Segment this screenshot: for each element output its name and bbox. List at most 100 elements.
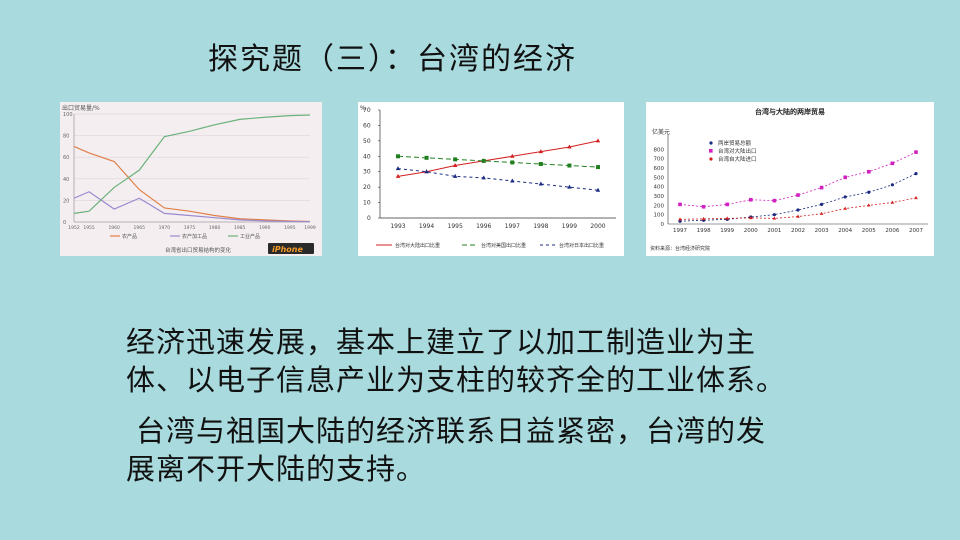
x-tick-label: 1997 <box>505 223 520 230</box>
data-point <box>538 181 544 186</box>
x-tick-label: 1990 <box>259 225 271 231</box>
data-point <box>452 163 458 168</box>
paragraph-economy-development: 经济迅速发展，基本上建立了以加工制造业为主 体、以电子信息产业为支柱的较齐全的工… <box>126 323 946 399</box>
data-point <box>772 213 776 217</box>
y-tick-label: 700 <box>654 157 665 163</box>
data-point <box>820 202 824 206</box>
paragraph-line: 经济迅速发展，基本上建立了以加工制造业为主 <box>126 325 757 359</box>
x-tick-label: 1952 <box>68 225 80 231</box>
x-tick-label: 1999 <box>720 228 734 234</box>
legend-label: 工业产品 <box>240 233 260 240</box>
series-line-2 <box>73 191 311 223</box>
data-point <box>867 190 871 194</box>
x-tick-label: 1995 <box>284 225 296 231</box>
y-tick-label: 60 <box>363 122 371 129</box>
data-point <box>890 161 895 166</box>
data-point <box>701 216 706 221</box>
y-axis-label: % <box>360 105 366 112</box>
data-point <box>424 169 429 174</box>
y-tick-label: 20 <box>63 198 69 204</box>
x-tick-label: 1970 <box>159 225 171 231</box>
legend-label: 台湾对日本出口比重 <box>559 242 604 249</box>
x-tick-label: 2002 <box>791 228 805 234</box>
y-tick-label: 0 <box>661 222 665 228</box>
y-tick-label: 100 <box>63 112 73 118</box>
y-tick-label: 60 <box>63 155 69 161</box>
x-tick-label: 1999 <box>304 225 316 231</box>
logo-badge <box>268 243 314 254</box>
data-point <box>396 154 400 159</box>
y-tick-label: 40 <box>363 153 371 160</box>
data-point <box>796 214 800 218</box>
chart-title: 台湾与大陆的两岸贸易 <box>755 107 825 116</box>
x-tick-label: 1995 <box>448 223 463 230</box>
x-tick-label: 1998 <box>697 228 711 234</box>
paragraph-line: 体、以电子信息产业为支柱的较齐全的工业体系。 <box>126 363 787 397</box>
logo-text: iPhone <box>272 245 303 254</box>
data-point <box>596 165 600 170</box>
data-point <box>510 160 515 165</box>
y-tick-label: 600 <box>654 166 665 172</box>
series-line-3 <box>679 197 917 220</box>
x-tick-label: 2001 <box>767 228 781 234</box>
x-tick-label: 1955 <box>83 225 95 231</box>
x-tick-label: 2003 <box>815 228 829 234</box>
x-tick-label: 2006 <box>885 228 899 234</box>
series-line-1 <box>397 140 599 177</box>
data-point <box>796 208 800 212</box>
y-tick-label: 400 <box>654 185 665 191</box>
data-point <box>395 166 401 171</box>
legend-label: 台湾对美国出口比重 <box>481 242 526 249</box>
source-note: 资料来源：台湾经济研究院 <box>650 245 710 252</box>
x-tick-label: 1975 <box>184 225 196 231</box>
x-tick-label: 1996 <box>476 223 491 230</box>
y-tick-label: 30 <box>363 169 371 176</box>
data-point <box>890 183 894 187</box>
data-point <box>595 187 601 192</box>
data-point <box>510 178 515 183</box>
y-tick-label: 40 <box>63 177 69 183</box>
data-point <box>567 184 572 189</box>
x-tick-label: 1994 <box>419 223 434 230</box>
data-point <box>701 204 706 209</box>
data-point <box>481 158 486 163</box>
data-point <box>481 175 486 180</box>
cross-strait-trade-chart: 台湾与大陆的两岸贸易 亿美元 0 100 200 300 400 500 600 700 800 19… <box>646 102 934 256</box>
data-point <box>510 153 515 158</box>
data-point <box>867 169 871 174</box>
data-point <box>867 203 871 207</box>
data-point <box>843 175 847 180</box>
export-structure-plot: 出口贸易量/% 0 20 40 60 80 100 1952 1955 1960 1965 1970 1… <box>62 104 316 254</box>
y-tick-label: 80 <box>63 134 69 140</box>
x-tick-label: 2000 <box>590 223 605 230</box>
data-point <box>452 173 458 178</box>
y-tick-label: 50 <box>363 138 371 145</box>
data-point <box>890 200 895 204</box>
data-point <box>725 202 729 207</box>
data-point <box>749 215 753 220</box>
legend-swatch <box>709 141 713 145</box>
series-line-3 <box>73 114 311 214</box>
paragraph-line: 展离不开大陆的支持。 <box>126 452 427 486</box>
data-point <box>678 202 682 207</box>
legend-swatch <box>709 149 713 153</box>
data-point <box>567 144 572 149</box>
legend-label: 台湾对大陆出口 <box>718 147 757 155</box>
data-point <box>843 206 847 210</box>
data-point <box>749 197 753 202</box>
y-tick-label: 100 <box>654 213 665 219</box>
data-point <box>819 211 824 215</box>
y-axis-label: 亿美元 <box>652 128 670 136</box>
x-tick-label: 2000 <box>744 228 758 234</box>
series-line-2 <box>679 151 917 208</box>
x-tick-label: 2004 <box>838 228 852 234</box>
y-axis-label: 出口贸易量/% <box>62 104 100 112</box>
y-tick-label: 10 <box>363 200 371 207</box>
data-point <box>567 163 572 168</box>
legend-label: 台湾自大陆进口 <box>718 155 757 163</box>
data-point <box>678 217 682 221</box>
x-tick-label: 2005 <box>862 228 876 234</box>
x-tick-label: 1965 <box>134 225 146 231</box>
x-tick-label: 1980 <box>209 225 221 231</box>
